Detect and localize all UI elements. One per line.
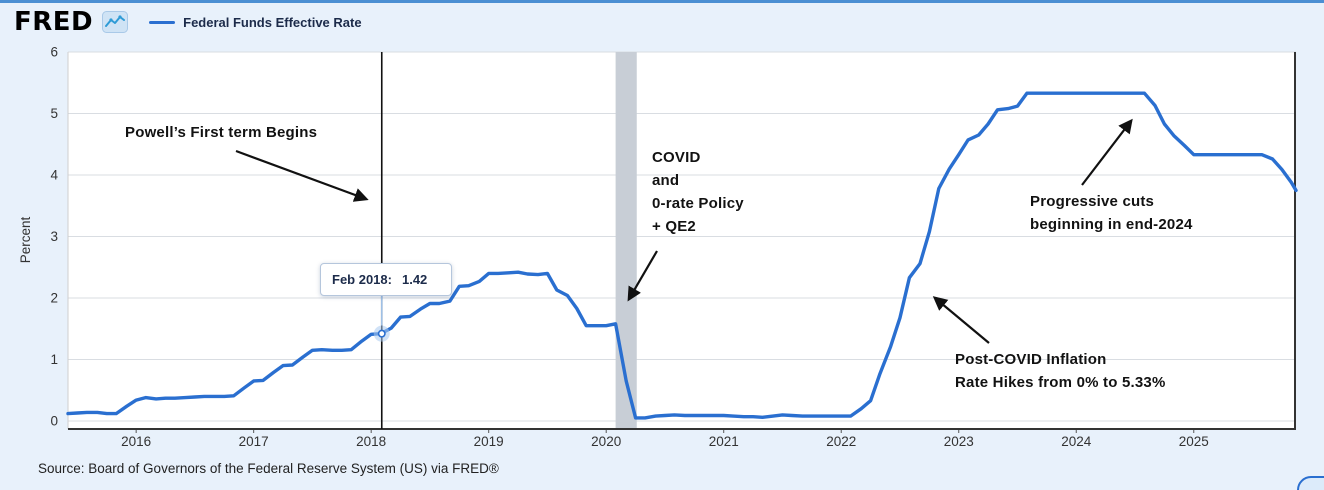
covid-recession-band <box>615 52 637 429</box>
x-tick-label: 2018 <box>356 434 386 449</box>
x-tick-label: 2024 <box>1061 434 1092 449</box>
highlight-dot <box>377 329 386 338</box>
x-tick-label: 2016 <box>121 434 151 449</box>
annotation-postcovid: Post-COVID Inflation Rate Hikes from 0% … <box>955 348 1165 394</box>
annotation-line: and <box>652 172 680 189</box>
annotation-powell: Powell’s First term Begins <box>125 121 317 144</box>
x-tick-label: 2023 <box>944 434 974 449</box>
postcovid-arrow <box>932 296 990 344</box>
tooltip-value: 1.42 <box>401 272 428 287</box>
x-tick-label: 2020 <box>591 434 621 449</box>
x-tick-label: 2017 <box>239 434 269 449</box>
annotation-line: Progressive cuts <box>1030 193 1155 210</box>
y-tick-label: 3 <box>50 229 58 244</box>
annotation-arrows <box>235 118 1133 344</box>
annotation-line: beginning in end-2024 <box>1030 216 1193 233</box>
x-tick-label: 2021 <box>709 434 739 449</box>
fred-logo-chart-icon <box>102 11 129 33</box>
y-tick-label: 1 <box>50 352 58 367</box>
top-accent-bar <box>0 0 1324 3</box>
chart-tooltip: Feb 2018: 1.42 <box>320 263 452 296</box>
annotation-line: Powell’s First term Begins <box>125 124 318 141</box>
chart[interactable]: 0 1 2 3 4 5 6 2016 2017 2018 2019 2020 2021 2022 2023 2… <box>0 0 1324 456</box>
plot-area <box>68 52 1296 429</box>
legend-line-swatch <box>149 20 176 24</box>
x-tick-label: 2025 <box>1179 434 1209 449</box>
series-legend: Federal Funds Effective Rate <box>149 14 362 30</box>
x-tick-label: 2022 <box>826 434 856 449</box>
powell-arrow <box>235 149 369 202</box>
annotation-line: COVID <box>652 149 701 166</box>
series-line[interactable] <box>66 91 1298 420</box>
annotation-line: + QE2 <box>652 218 696 235</box>
source-attribution: Source: Board of Governors of the Federa… <box>38 461 499 476</box>
y-tick-label: 6 <box>50 45 58 60</box>
x-tick-label: 2019 <box>474 434 504 449</box>
bottom-right-button[interactable] <box>1297 476 1324 490</box>
progressive-cuts-arrow <box>1081 118 1133 186</box>
y-axis-title: Percent <box>18 216 33 263</box>
y-tick-label: 4 <box>50 168 58 183</box>
annotation-progressive-cuts: Progressive cuts beginning in end-2024 <box>1030 190 1193 236</box>
fred-logo[interactable]: FRED <box>14 7 94 37</box>
tooltip-date: Feb 2018: <box>332 272 392 287</box>
annotation-covid: COVID and 0-rate Policy + QE2 <box>652 146 744 238</box>
annotation-line: Rate Hikes from 0% to 5.33% <box>955 374 1166 391</box>
chart-header: FRED Federal Funds Effective Rate <box>14 7 362 37</box>
legend-series-label: Federal Funds Effective Rate <box>183 14 362 30</box>
y-tick-label: 2 <box>50 291 58 306</box>
covid-arrow <box>627 250 658 302</box>
y-tick-label: 5 <box>50 106 58 121</box>
y-tick-label: 0 <box>50 414 58 429</box>
annotation-line: 0-rate Policy <box>652 195 744 212</box>
annotation-line: Post-COVID Inflation <box>955 351 1107 368</box>
